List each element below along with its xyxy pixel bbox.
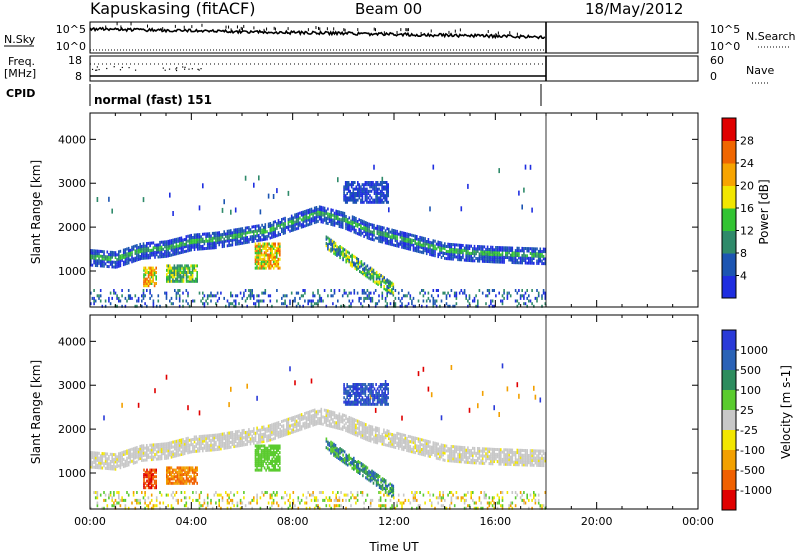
colorbar-tick-label: 25 [740, 404, 754, 417]
colorbar-tick-label: -100 [740, 444, 765, 457]
colorbar-tick-label: 16 [740, 202, 754, 215]
x-tick-label: 00:00 [74, 515, 106, 528]
velocity-y-axis: 1000 2000 3000 4000 [58, 335, 698, 480]
y-tick-label: 1000 [58, 265, 86, 278]
velocity-panel: 1000 2000 3000 4000 00:00 04:00 08:00 12:00 16:… [29, 314, 714, 554]
colorbar-tick-label: 8 [740, 247, 747, 260]
x-tick-label: 20:00 [581, 515, 613, 528]
power-y-axis: 1000 2000 3000 4000 [58, 133, 698, 278]
colorbar-segment [722, 230, 736, 254]
colorbar-tick-label: -25 [740, 424, 758, 437]
x-tick-label: 04:00 [175, 515, 207, 528]
nsky-tick-top: 10^5 [56, 23, 86, 36]
colorbar-segment [722, 163, 736, 186]
y-tick-label: 2000 [58, 423, 86, 436]
cpid-label: CPID [6, 87, 35, 100]
freq-tick-top: 18 [68, 54, 82, 67]
velocity-ylabel: Slant Range [km] [29, 360, 43, 464]
colorbar-segment [722, 208, 736, 231]
velocity-colorbar-label: Velocity [m s-1] [779, 365, 793, 459]
colorbar-segment [722, 350, 736, 371]
power-heatmap [90, 113, 547, 308]
colorbar-segment [722, 490, 736, 511]
cpid-value: normal (fast) 151 [94, 93, 212, 107]
colorbar-segment [722, 185, 736, 209]
colorbar-segment [722, 430, 736, 451]
colorbar-tick-label: 24 [740, 157, 754, 170]
nsky-trace [89, 22, 547, 53]
freq-trace [90, 56, 547, 81]
velocity-colorbar: 1000 500 100 25 -25 -100 -500 -1000 Velocity [m… [721, 329, 793, 511]
colorbar-tick-label: 1000 [740, 344, 768, 357]
colorbar-tick-label: 4 [740, 270, 747, 283]
power-panel: 1000 2000 3000 4000 Slant Range [km] [29, 112, 699, 308]
station-title: Kapuskasing (fitACF) [90, 0, 255, 18]
nsky-label: N.Sky [4, 33, 36, 46]
nsearch-label: N.Search [746, 30, 796, 43]
colorbar-segment [722, 450, 736, 471]
colorbar-tick-label: 28 [740, 135, 754, 148]
power-ylabel: Slant Range [km] [29, 160, 43, 264]
nsearch-tick-bottom: 10^0 [710, 40, 740, 53]
y-tick-label: 1000 [58, 467, 86, 480]
colorbar-segment [722, 253, 736, 276]
velocity-x-axis: 00:00 04:00 08:00 12:00 16:00 20:00 00:00 [74, 315, 714, 528]
x-tick-label: 16:00 [479, 515, 511, 528]
colorbar-tick-label: -500 [740, 464, 765, 477]
y-tick-label: 4000 [58, 335, 86, 348]
colorbar-segment [722, 275, 736, 299]
colorbar-segment [722, 118, 736, 141]
freq-panel: Freq. [MHz] 18 8 60 0 Nave [4, 54, 774, 84]
colorbar-tick-label: 100 [740, 384, 761, 397]
freq-label-line1: Freq. [8, 55, 35, 68]
beam-title: Beam 00 [355, 0, 422, 18]
power-colorbar: 4 8 12 16 20 24 28 Power [dB] [721, 117, 771, 299]
power-colorbar-label: Power [dB] [757, 179, 771, 244]
nsearch-tick-top: 10^5 [710, 23, 740, 36]
velocity-xlabel: Time UT [368, 540, 419, 554]
y-tick-label: 2000 [58, 221, 86, 234]
colorbar-tick-label: 500 [740, 364, 761, 377]
colorbar-tick-label: 20 [740, 180, 754, 193]
nave-label: Nave [746, 64, 774, 77]
colorbar-segment [722, 390, 736, 411]
nsky-panel: N.Sky 10^5 10^0 10^5 10^0 N.Search [4, 21, 796, 54]
y-tick-label: 3000 [58, 379, 86, 392]
date-title: 18/May/2012 [585, 0, 683, 18]
y-tick-label: 3000 [58, 177, 86, 190]
x-tick-label: 00:00 [682, 515, 714, 528]
nave-tick-top: 60 [710, 54, 724, 67]
colorbar-segment [722, 370, 736, 391]
colorbar-segment [722, 410, 736, 431]
x-tick-label: 12:00 [378, 515, 410, 528]
nave-tick-bottom: 0 [710, 70, 717, 83]
velocity-heatmap [90, 315, 547, 510]
colorbar-tick-label: -1000 [740, 484, 772, 497]
colorbar-tick-label: 12 [740, 225, 754, 238]
x-tick-label: 08:00 [277, 515, 309, 528]
nsky-tick-bottom: 10^0 [56, 40, 86, 53]
colorbar-segment [722, 470, 736, 491]
colorbar-segment [722, 330, 736, 351]
power-x-axis [89, 113, 699, 307]
freq-tick-bottom: 8 [75, 70, 82, 83]
y-tick-label: 4000 [58, 133, 86, 146]
colorbar-segment [722, 140, 736, 164]
freq-label-line2: [MHz] [4, 67, 36, 80]
